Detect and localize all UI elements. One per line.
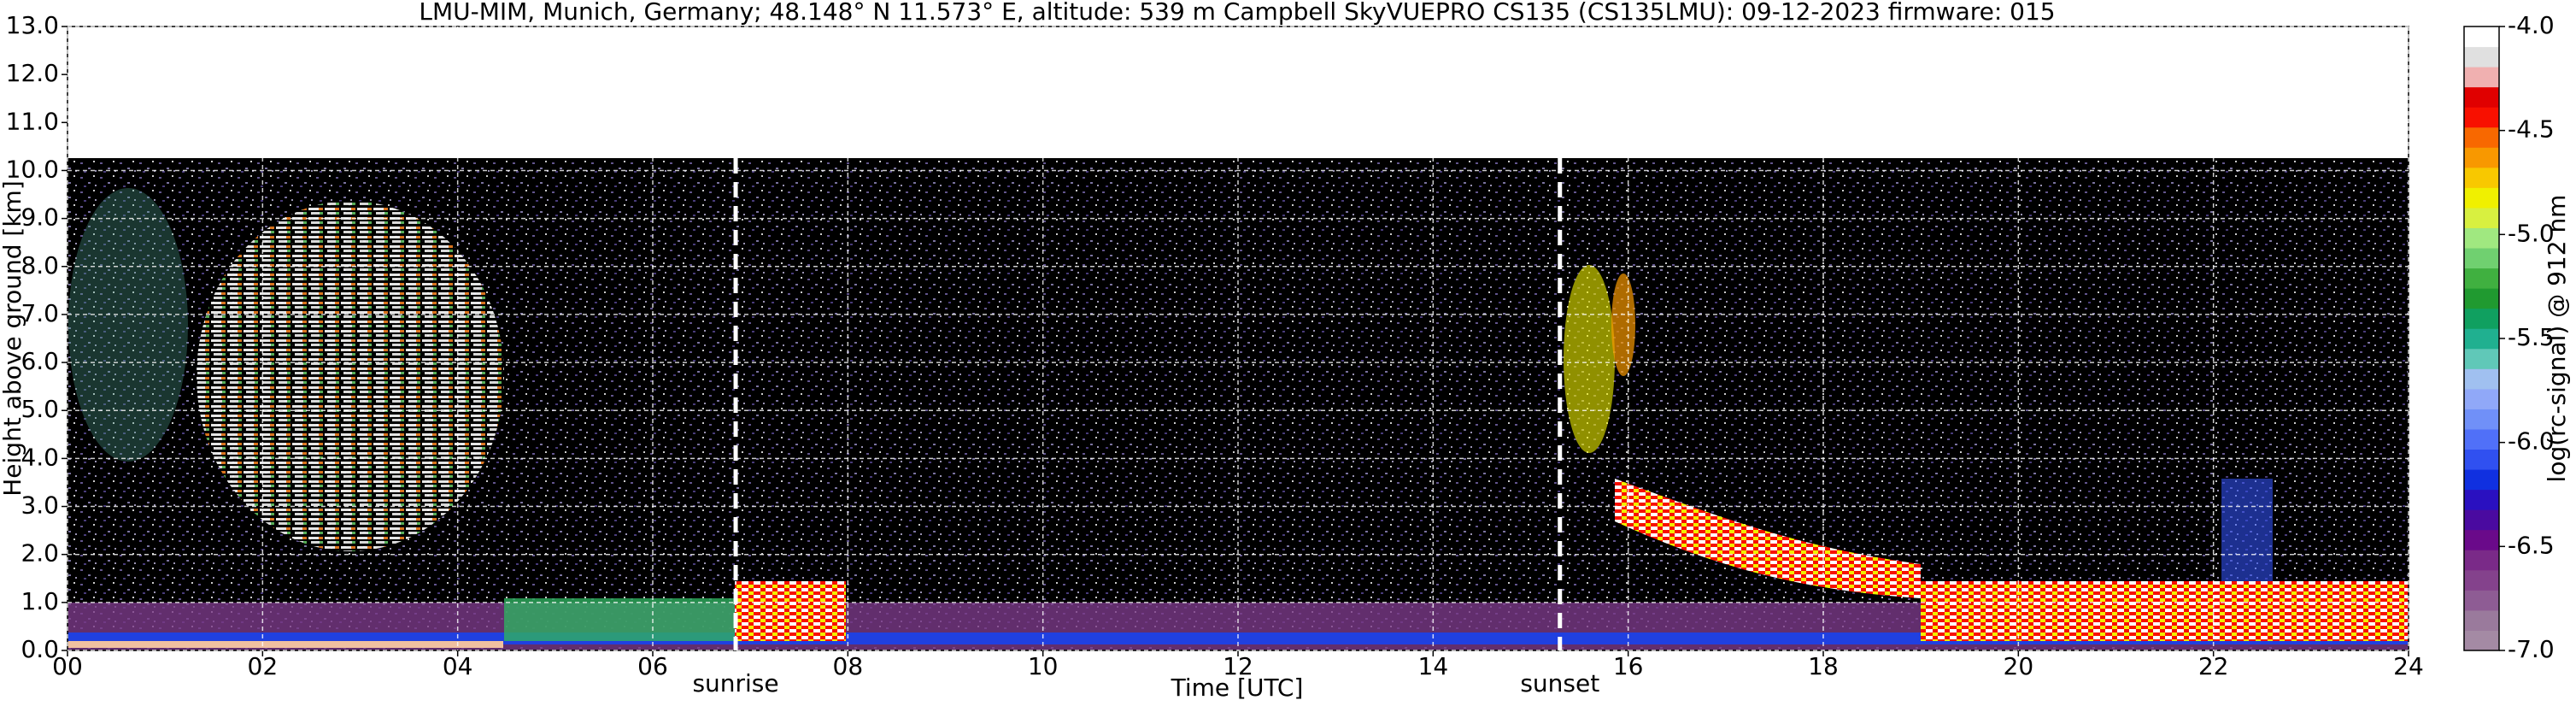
colorbar-swatch: [2464, 268, 2499, 289]
colorbar-tick-label: -5.5: [2508, 323, 2555, 351]
colorbar-tick-label: -7.0: [2508, 635, 2555, 663]
colorbar-swatch: [2464, 26, 2499, 48]
y-tick-label: 1.0: [21, 587, 59, 615]
colorbar-swatch: [2464, 590, 2499, 611]
x-tick-label: 14: [1418, 652, 1449, 680]
colorbar-swatch: [2464, 428, 2499, 450]
colorbar-swatch: [2464, 409, 2499, 430]
x-tick-label: 12: [1223, 652, 1253, 680]
x-tick-label: 02: [248, 652, 279, 680]
colorbar-swatch: [2464, 167, 2499, 188]
y-tick-label: 10.0: [6, 155, 59, 183]
colorbar-swatch: [2464, 348, 2499, 369]
x-tick-label: 06: [637, 652, 668, 680]
colorbar-swatch: [2464, 368, 2499, 390]
colorbar-swatch: [2464, 630, 2499, 651]
x-axis-label: Time [UTC]: [1171, 674, 1304, 702]
colorbar-tick-label: -4.5: [2508, 115, 2555, 144]
colorbar-swatch: [2464, 550, 2499, 571]
colorbar-label: log(rc-signal) @ 912 nm: [2543, 195, 2571, 483]
x-tick-label: 08: [833, 652, 864, 680]
colorbar-swatch: [2464, 388, 2499, 409]
x-tick-label: 22: [2198, 652, 2229, 680]
y-tick-label: 11.0: [6, 107, 59, 135]
x-tick-label: 04: [443, 652, 473, 680]
colorbar-swatch: [2464, 227, 2499, 249]
colorbar-swatch: [2464, 288, 2499, 309]
y-tick-label: 3.0: [21, 491, 59, 520]
colorbar-swatch: [2464, 86, 2499, 108]
colorbar-swatch: [2464, 107, 2499, 128]
x-tick-label: 16: [1613, 652, 1644, 680]
colorbar-swatch: [2464, 328, 2499, 350]
colorbar-tick-label: -4.0: [2508, 11, 2555, 39]
y-tick-label: 8.0: [21, 251, 59, 279]
y-tick-label: 2.0: [21, 539, 59, 568]
colorbar-swatch: [2464, 569, 2499, 591]
annotation-label: sunrise: [692, 669, 778, 697]
x-tick-label: 18: [1808, 652, 1839, 680]
colorbar-swatch: [2464, 187, 2499, 209]
colorbar-swatch: [2464, 147, 2499, 168]
y-tick-label: 9.0: [21, 203, 59, 232]
colorbar-swatch: [2464, 308, 2499, 329]
y-tick-label: 5.0: [21, 395, 59, 423]
colorbar-tick-label: -6.5: [2508, 531, 2555, 559]
y-tick-label: 6.0: [21, 347, 59, 375]
chart-title: LMU-MIM, Munich, Germany; 48.148° N 11.5…: [419, 0, 2055, 26]
colorbar-swatch: [2464, 46, 2499, 68]
colorbar-swatch: [2464, 609, 2499, 631]
y-tick-label: 7.0: [21, 299, 59, 327]
y-tick-label: 0.0: [21, 635, 59, 663]
x-tick-label: 24: [2393, 652, 2424, 680]
colorbar-swatch: [2464, 126, 2499, 148]
colorbar-swatch: [2464, 248, 2499, 269]
colorbar-swatch: [2464, 529, 2499, 550]
colorbar-swatch: [2464, 207, 2499, 228]
y-tick-label: 4.0: [21, 443, 59, 471]
y-tick-label: 12.0: [6, 59, 59, 87]
y-axis-label: Height above ground [km]: [0, 180, 26, 497]
colorbar-swatch: [2464, 67, 2499, 88]
colorbar-swatch: [2464, 509, 2499, 531]
colorbar-tick-label: -6.0: [2508, 427, 2555, 456]
colorbar-swatch: [2464, 489, 2499, 510]
colorbar-swatch: [2464, 469, 2499, 491]
x-tick-label: 20: [2004, 652, 2034, 680]
x-tick-label: 00: [52, 652, 83, 680]
x-tick-label: 10: [1028, 652, 1059, 680]
colorbar-swatch: [2464, 449, 2499, 470]
annotation-label: sunset: [1520, 669, 1599, 697]
colorbar-tick-label: -5.0: [2508, 219, 2555, 247]
y-tick-label: 13.0: [6, 11, 59, 39]
